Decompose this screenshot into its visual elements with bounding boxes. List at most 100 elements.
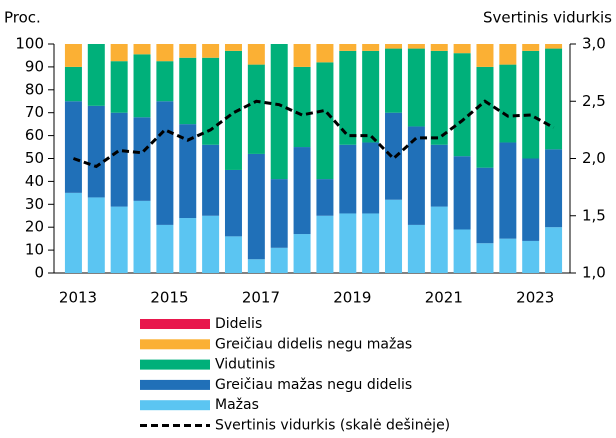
bar-segment [64,44,82,67]
bar-segment [316,215,334,273]
bar-segment [453,53,471,157]
y-tick-label: 100 [15,35,44,53]
x-tick-label: 2019 [333,289,371,307]
bar-segment [179,57,197,125]
bar-segment [110,61,128,113]
bar-segment [179,124,197,219]
bar-segment [133,200,151,273]
bar-segment [407,224,425,273]
y2-tick-label: 2,5 [582,92,606,110]
bar-segment [385,199,403,273]
bar-segment [453,229,471,273]
bar-segment [247,64,265,154]
bar-segment [179,218,197,273]
bar-segment [270,179,288,248]
bar-segment [316,62,334,180]
y-tick-label: 10 [25,241,44,259]
x-tick-label: 2015 [150,289,188,307]
bar-segment [476,243,494,273]
bar-segment [499,142,517,239]
x-tick-label: 2023 [516,289,554,307]
bar-segment [407,48,425,127]
legend-label: Mažas [215,397,259,413]
y2-axis-label: Svertinis vidurkis [483,9,612,27]
x-tick-label: 2021 [425,289,463,307]
bar-segment [293,234,311,273]
bar-segment [247,153,265,260]
bar-segment [224,50,242,170]
bar-segment [270,44,288,180]
bar-segment [362,50,380,143]
bar-segment [156,101,174,225]
bar-segment [476,44,494,67]
y-tick-label: 50 [25,149,44,167]
bar-segment [133,44,151,55]
bar-segment [430,44,448,51]
bar-segment [362,213,380,273]
bar-segment [385,48,403,113]
legend-label: Svertinis vidurkis (skalė dešinėje) [215,418,450,434]
bar-segment [87,105,105,198]
bar-segment [339,213,357,273]
bar-segment [430,206,448,273]
bar-segment [316,44,334,63]
y-tick-label: 90 [25,57,44,75]
bar-segment [476,167,494,244]
bar-segment [453,156,471,230]
legend-label: Didelis [215,316,262,332]
bar-segment [499,64,517,143]
x-tick-label: 2013 [59,289,97,307]
y2-tick-label: 1,5 [582,206,606,224]
bar-segment [133,117,151,201]
bar-segment [362,142,380,214]
bar-segment [156,224,174,273]
bar-segment [407,44,425,49]
bar-segment [202,44,220,58]
bar-segment [133,54,151,118]
legend-label: Vidutinis [215,357,275,373]
legend-swatch [140,359,210,370]
bar-segment [339,144,357,214]
bar-segment [385,44,403,49]
bar-segment [522,50,540,159]
bar-segment [385,112,403,200]
bar-segment [430,50,448,145]
bar-segment [453,44,471,54]
line-series [72,99,555,169]
bar-segment [247,44,265,65]
bar-segment [156,61,174,102]
y2-tick-label: 2,0 [582,149,606,167]
bar-segment [87,197,105,273]
legend-swatch [140,400,210,411]
bar-segment [545,227,563,273]
y-tick-label: 70 [25,103,44,121]
x-tick-label: 2017 [242,289,280,307]
bar-segment [270,247,288,273]
y2-tick-label: 1,0 [582,264,606,282]
bar-segment [64,101,82,193]
y-tick-label: 20 [25,218,44,236]
bar-segment [202,144,220,216]
legend-swatch [140,319,210,329]
y-tick-label: 40 [25,172,44,190]
bar-segment [316,179,334,216]
bar-segment [224,44,242,51]
bar-segment [247,259,265,273]
bar-segment [202,57,220,145]
y-tick-label: 80 [25,80,44,98]
bar-segment [430,144,448,207]
legend-swatch [140,379,210,390]
bar-segment [64,66,82,102]
bar-segment [293,44,311,67]
y-tick-label: 30 [25,195,44,213]
bar-segment [64,192,82,273]
bar-segment [407,126,425,225]
bar-segment [87,44,105,106]
y2-tick-label: 3,0 [582,35,606,53]
bar-segment [522,240,540,273]
y-axis-label: Proc. [4,9,41,27]
bar-segment [202,215,220,273]
bar-segment [293,66,311,148]
bar-segment [545,149,563,228]
legend-swatch [140,339,210,350]
